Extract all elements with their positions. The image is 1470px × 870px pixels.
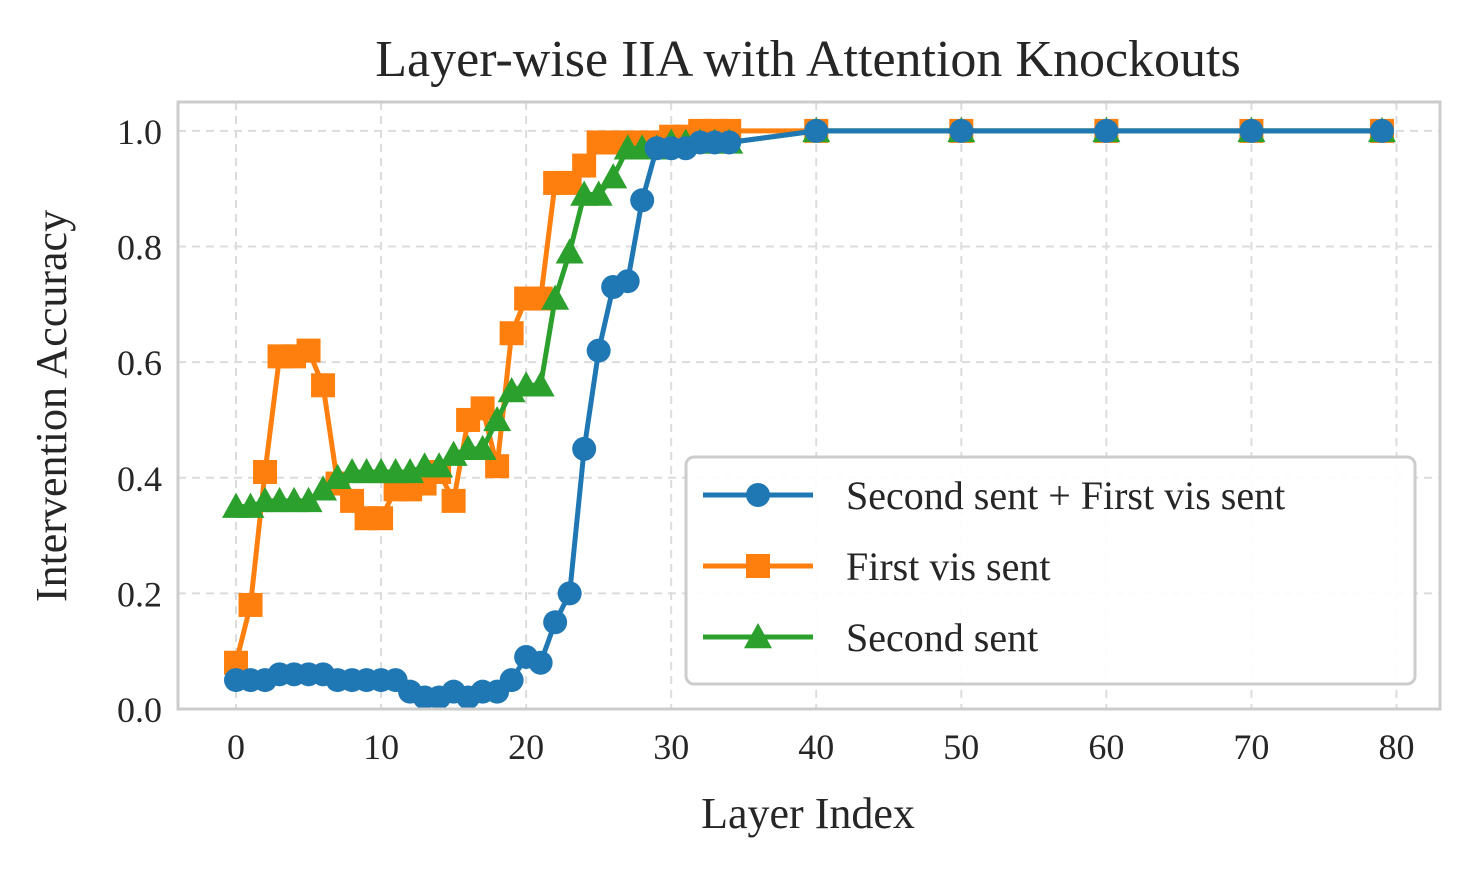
series-1-point [369, 506, 394, 531]
x-axis-label: Layer Index [701, 789, 915, 838]
series-1-point [296, 338, 321, 363]
series-0-point [586, 338, 611, 363]
x-tick-label: 80 [1378, 727, 1414, 767]
series-2-point [425, 452, 454, 478]
y-tick-label: 0.6 [117, 343, 162, 383]
legend: Second sent + First vis sent First vis se… [684, 455, 1417, 686]
series-2-point [555, 238, 584, 264]
series-2-point [483, 405, 512, 432]
x-tick-label: 70 [1233, 727, 1269, 767]
series-0-point [615, 269, 640, 294]
series-2-point [599, 163, 628, 189]
legend-item-2: Second sent [703, 615, 1038, 660]
series-2-point [468, 434, 497, 461]
series-1-point [238, 592, 263, 617]
series-0-point [949, 118, 974, 143]
y-ticks: 0.0 0.2 0.4 0.6 0.8 1.0 [117, 112, 162, 730]
y-tick-label: 1.0 [117, 112, 162, 152]
y-tick-label: 0.8 [117, 228, 162, 268]
x-tick-label: 0 [227, 727, 245, 767]
series-2-point [526, 371, 555, 397]
series-1-point [470, 396, 495, 421]
series-2-point [309, 475, 338, 501]
series-0-point [717, 130, 742, 155]
legend-swatch-marker [746, 554, 770, 578]
legend-item-1: First vis sent [703, 544, 1050, 589]
x-tick-label: 40 [798, 727, 834, 767]
series-2-line [236, 128, 1382, 510]
y-tick-label: 0.2 [117, 574, 162, 614]
legend-item-0: Second sent + First vis sent [703, 473, 1285, 518]
series-0-point [1369, 118, 1394, 143]
series-1-point [499, 321, 524, 346]
chart-title: Layer-wise IIA with Attention Knockouts [375, 31, 1240, 88]
legend-label: Second sent + First vis sent [846, 473, 1285, 518]
series-0-point [1094, 118, 1119, 143]
series-0-point [543, 610, 568, 635]
x-tick-label: 10 [363, 727, 399, 767]
x-tick-label: 60 [1088, 727, 1124, 767]
series-0-point [528, 650, 553, 675]
series-0-point [630, 188, 655, 213]
legend-label: Second sent [846, 615, 1038, 660]
legend-box [684, 455, 1417, 686]
series-layer [222, 116, 1396, 710]
series-0-point [1239, 118, 1264, 143]
x-tick-label: 50 [943, 727, 979, 767]
series-2-point [294, 486, 323, 513]
series-0-point [804, 118, 829, 143]
legend-label: First vis sent [846, 544, 1050, 589]
legend-swatch-marker [746, 483, 770, 507]
legend-swatch-marker [744, 623, 772, 649]
series-2-point [541, 284, 570, 310]
series-0-point [499, 668, 524, 693]
x-ticks: 0 10 20 30 40 50 60 70 80 [227, 727, 1414, 767]
plot-frame [176, 100, 1442, 711]
series-0-point [572, 436, 597, 461]
series-1-point [253, 459, 278, 484]
y-tick-label: 0.4 [117, 459, 162, 499]
x-tick-label: 30 [653, 727, 689, 767]
y-axis-label: Intervention Accuracy [27, 210, 76, 602]
series-0 [224, 118, 1394, 710]
series-2-point [584, 180, 613, 206]
series-1-point [572, 153, 597, 178]
y-tick-label: 0.0 [117, 690, 162, 730]
x-tick-label: 20 [508, 727, 544, 767]
series-1-point [311, 373, 336, 398]
series-0-point [557, 581, 582, 606]
series-1-point [441, 488, 466, 513]
